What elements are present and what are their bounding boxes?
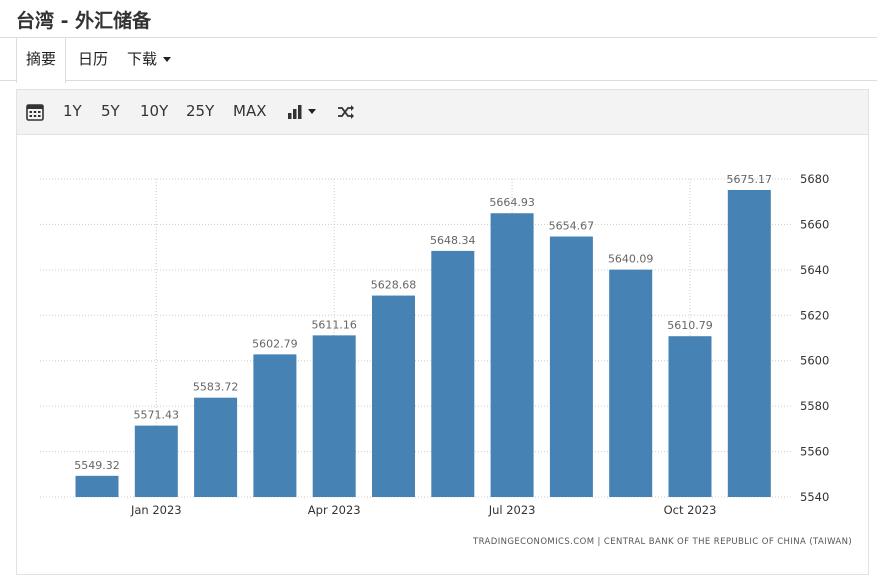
bar xyxy=(372,295,415,497)
bar-value-label: 5640.09 xyxy=(608,253,654,266)
bar-value-label: 5628.68 xyxy=(371,279,417,292)
bar-value-label: 5571.43 xyxy=(134,409,180,422)
bar xyxy=(609,269,653,497)
range-10y-button[interactable]: 10Y xyxy=(140,102,169,120)
x-tick-label: Oct 2023 xyxy=(664,503,717,517)
range-max-button[interactable]: MAX xyxy=(233,102,267,120)
shuffle-icon xyxy=(338,104,354,119)
range-25y-button[interactable]: 25Y xyxy=(186,102,215,120)
tab-summary[interactable]: 摘要 xyxy=(16,38,67,83)
bar-value-label: 5602.79 xyxy=(252,337,298,350)
y-tick-label: 5640 xyxy=(800,263,829,277)
tab-bar: 摘要 日历 下载 xyxy=(0,37,877,83)
range-1y-button[interactable]: 1Y xyxy=(63,102,82,120)
page-title: 台湾 - 外汇储备 xyxy=(16,10,152,32)
y-tick-label: 5660 xyxy=(800,217,829,231)
chevron-down-icon xyxy=(163,57,172,62)
x-tick-label: Apr 2023 xyxy=(308,503,361,517)
tab-download-label: 下载 xyxy=(127,50,158,68)
bar-value-label: 5549.32 xyxy=(74,459,120,472)
y-tick-label: 5620 xyxy=(800,308,829,322)
bar xyxy=(134,425,178,497)
x-tick-label: Jan 2023 xyxy=(130,503,182,517)
bar-value-label: 5664.93 xyxy=(489,196,535,209)
bar-chart-icon xyxy=(288,104,302,119)
tab-calendar[interactable]: 日历 xyxy=(78,38,108,82)
y-tick-label: 5540 xyxy=(800,490,829,504)
chart-source: TRADINGECONOMICS.COM | CENTRAL BANK OF T… xyxy=(473,537,853,547)
bar-value-label: 5610.79 xyxy=(667,319,713,332)
bar xyxy=(727,189,771,497)
bar xyxy=(75,475,119,497)
chart-type-button[interactable] xyxy=(287,90,316,134)
x-tick-label: Jul 2023 xyxy=(488,503,536,517)
bar-value-label: 5675.17 xyxy=(727,173,773,186)
y-tick-label: 5680 xyxy=(800,172,829,186)
bar-value-label: 5654.67 xyxy=(549,220,595,233)
bar xyxy=(312,335,356,497)
tab-summary-label: 摘要 xyxy=(26,50,57,68)
y-tick-label: 5580 xyxy=(800,399,829,413)
bar xyxy=(490,213,534,498)
bar-value-label: 5583.72 xyxy=(193,381,239,394)
y-tick-label: 5560 xyxy=(800,445,829,459)
bar-value-label: 5611.16 xyxy=(311,318,357,331)
bar xyxy=(253,354,297,497)
tab-download[interactable]: 下载 xyxy=(127,38,172,82)
bar xyxy=(431,250,475,497)
bar-value-label: 5648.34 xyxy=(430,234,476,247)
bar xyxy=(668,336,712,497)
bar xyxy=(194,397,238,497)
chevron-down-icon xyxy=(308,109,316,114)
calendar-icon[interactable] xyxy=(26,90,44,134)
chart-toolbar: 1Y 5Y 10Y 25Y MAX xyxy=(17,90,868,135)
range-5y-button[interactable]: 5Y xyxy=(101,102,120,120)
y-tick-label: 5600 xyxy=(800,354,829,368)
shuffle-button[interactable] xyxy=(337,90,355,134)
bar xyxy=(549,236,593,497)
tab-calendar-label: 日历 xyxy=(78,50,109,68)
